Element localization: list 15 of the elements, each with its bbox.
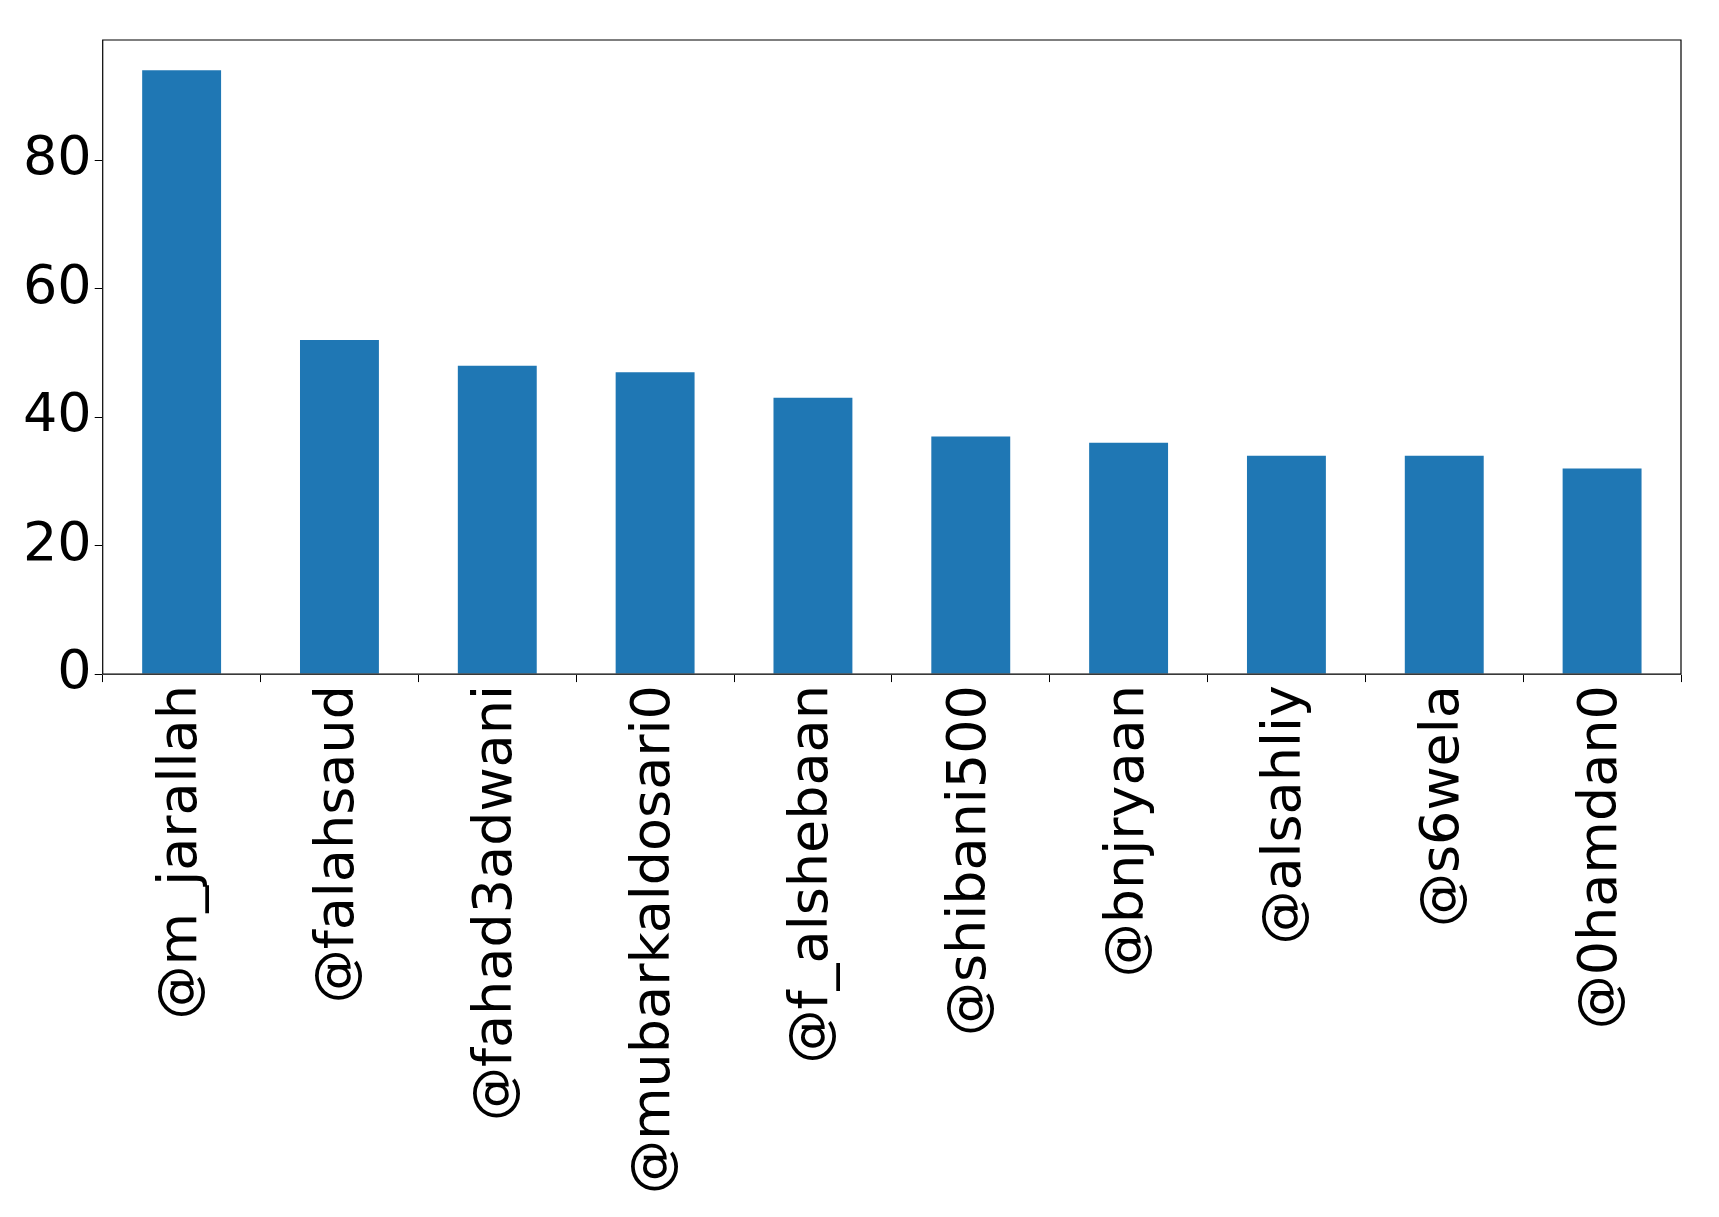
x-tick-label: @s6wela: [1408, 685, 1472, 928]
y-tick-label: 60: [22, 252, 92, 316]
x-tick-label: @falahsaud: [303, 685, 367, 1004]
x-tick-label: @mubarkaldosari0: [619, 685, 683, 1195]
y-tick-label: 80: [22, 124, 92, 188]
x-tick-label: @m_jarallah: [145, 685, 209, 1020]
x-tick-label: @0hamdan0: [1566, 685, 1630, 1030]
x-tick-label: @shibani500: [934, 685, 998, 1037]
x-tick-label: @alsahliy: [1250, 685, 1314, 945]
y-tick-label: 20: [22, 509, 92, 573]
y-tick-label: 0: [57, 638, 92, 702]
y-tick-label: 40: [22, 381, 92, 445]
x-tick-label: @fahad3adwani: [461, 685, 525, 1121]
x-tick-label: @bnjryaan: [1092, 685, 1156, 978]
x-tick-label: @f_alshebaan: [776, 685, 840, 1064]
